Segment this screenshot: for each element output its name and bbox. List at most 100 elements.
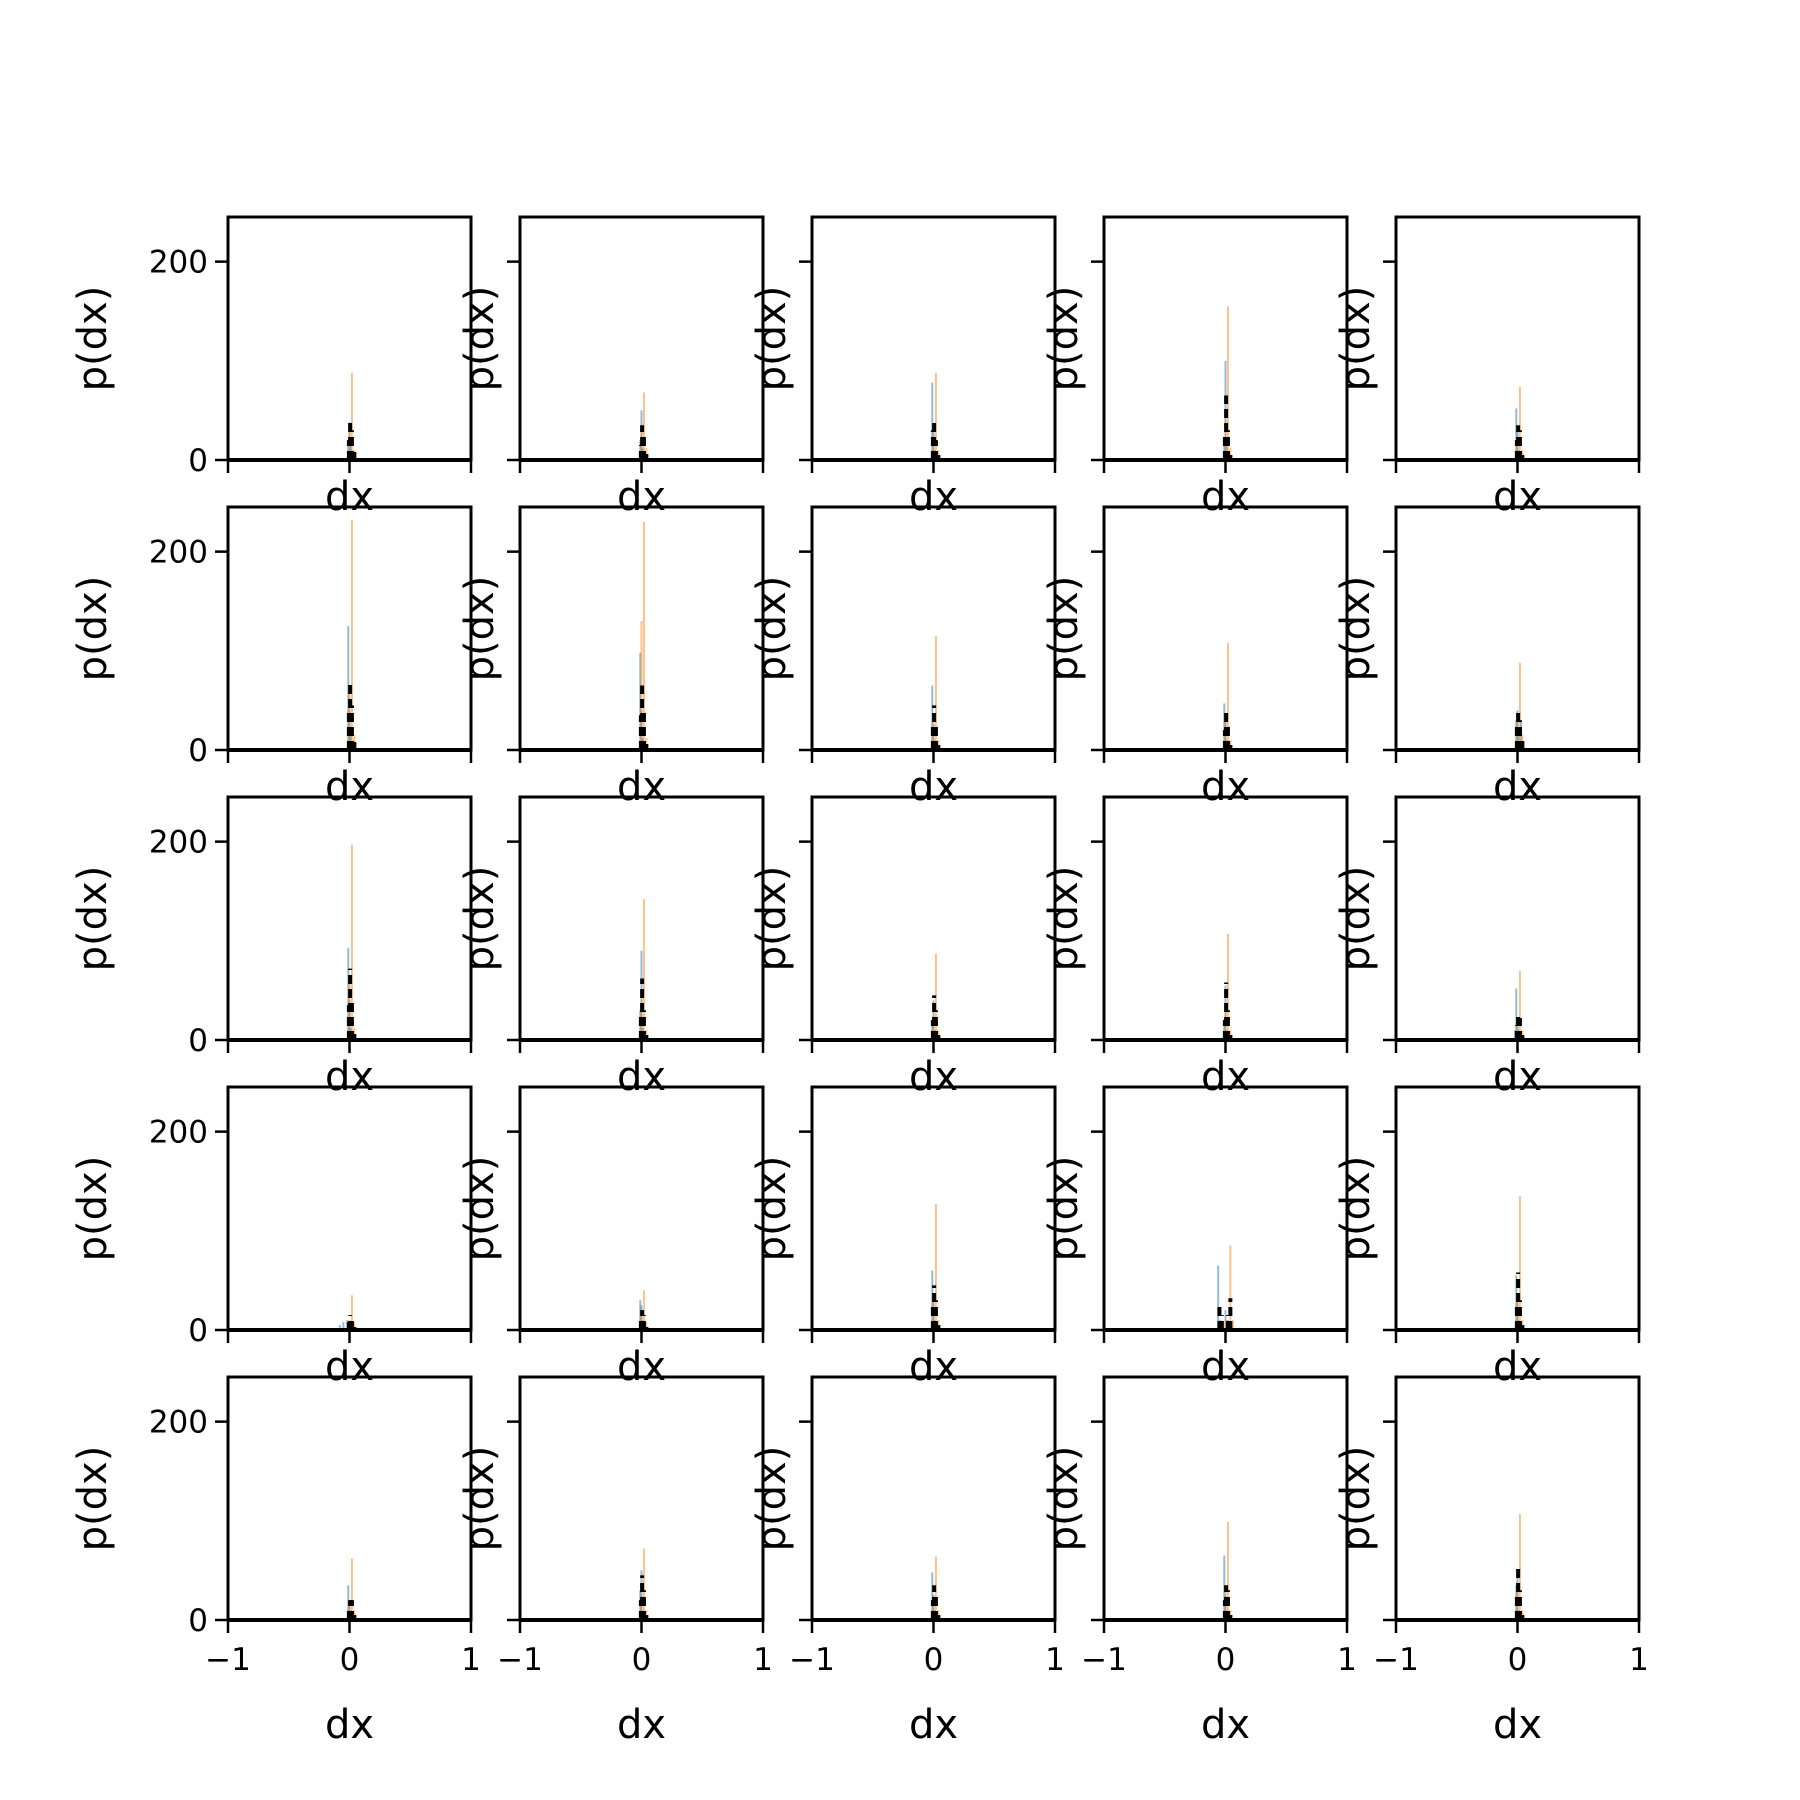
hist-bar-orange xyxy=(1516,1020,1519,1040)
subplot-r3-c4: dx p(dx) xyxy=(1333,1085,1641,1390)
y-tick-label: 200 xyxy=(149,1115,208,1151)
y-axis-label: p(dx) xyxy=(70,866,116,972)
hist-bar-orange xyxy=(932,435,935,460)
y-axis-label: p(dx) xyxy=(70,576,116,682)
hist-bar-orange xyxy=(1518,1196,1521,1330)
x-axis-label: dx xyxy=(325,764,374,810)
x-tick-label: −1 xyxy=(497,1642,543,1678)
subplot-r3-c1: dx p(dx) xyxy=(457,1085,765,1390)
y-axis-label: p(dx) xyxy=(457,1446,503,1552)
x-axis-label: dx xyxy=(1201,1054,1250,1100)
subplot-r0-c2: dx p(dx) xyxy=(749,215,1057,520)
y-axis-label: p(dx) xyxy=(70,1156,116,1262)
x-axis-label: dx xyxy=(617,1344,666,1390)
hist-bar-orange xyxy=(350,1295,353,1330)
subplot-r0-c3: dx p(dx) xyxy=(1041,215,1349,520)
y-axis-label: p(dx) xyxy=(70,286,116,392)
x-axis-label: dx xyxy=(1493,1344,1542,1390)
x-axis-label: dx xyxy=(909,1344,958,1390)
x-tick-label: 0 xyxy=(340,1642,360,1678)
hist-bar-blue xyxy=(931,382,934,460)
x-tick-label: 1 xyxy=(1045,1642,1065,1678)
hist-bar-orange xyxy=(350,519,353,750)
y-axis-label: p(dx) xyxy=(749,1446,795,1552)
subplot-r2-c4: dx p(dx) xyxy=(1333,795,1641,1100)
hist-bar-orange xyxy=(350,844,353,1040)
x-axis-label: dx xyxy=(1493,474,1542,520)
subplot-r0-c4: dx p(dx) xyxy=(1333,215,1641,520)
x-tick-label: 0 xyxy=(632,1642,652,1678)
y-tick-label: 200 xyxy=(149,1405,208,1441)
hist-bar-orange xyxy=(1226,306,1229,460)
x-axis-label: dx xyxy=(1201,1344,1250,1390)
y-axis-label: p(dx) xyxy=(749,1156,795,1262)
hist-bar-orange xyxy=(1229,740,1232,750)
subplot-r1-c1: dx p(dx) xyxy=(457,505,765,810)
y-axis-label: p(dx) xyxy=(457,286,503,392)
y-tick-label: 200 xyxy=(149,825,208,861)
subplot-r1-c0: dx 0 200 p(dx) xyxy=(70,505,473,810)
y-tick-label: 0 xyxy=(188,443,208,479)
hist-bar-orange xyxy=(1226,642,1229,750)
subplot-r3-c3: dx p(dx) xyxy=(1041,1085,1349,1390)
hist-bar-orange xyxy=(1226,1521,1229,1620)
hist-bar-orange xyxy=(934,1204,937,1330)
hist-bar-orange xyxy=(1226,933,1229,1040)
y-axis-label: p(dx) xyxy=(1041,1156,1087,1262)
x-tick-label: −1 xyxy=(789,1642,835,1678)
y-axis-label: p(dx) xyxy=(749,286,795,392)
x-axis-label: dx xyxy=(617,474,666,520)
y-axis-label: p(dx) xyxy=(457,866,503,972)
x-axis-label: dx xyxy=(1201,474,1250,520)
hist-bar-orange xyxy=(640,1595,643,1620)
hist-bar-blue xyxy=(1515,1275,1518,1330)
hist-bar-orange xyxy=(1518,970,1521,1040)
y-axis-label: p(dx) xyxy=(1333,576,1379,682)
hist-bar-blue xyxy=(1223,1020,1226,1040)
hist-bar-orange xyxy=(1229,448,1232,460)
hist-bar-orange xyxy=(350,372,353,460)
x-axis-label: dx xyxy=(617,764,666,810)
x-axis-label: dx xyxy=(1493,1054,1542,1100)
subplot-r1-c2: dx p(dx) xyxy=(749,505,1057,810)
x-axis-label: dx xyxy=(325,1054,374,1100)
subplot-r1-c3: dx p(dx) xyxy=(1041,505,1349,810)
x-tick-label: 1 xyxy=(1337,1642,1357,1678)
hist-bar-orange xyxy=(642,899,645,1040)
hist-bar-orange xyxy=(642,521,645,750)
y-axis-label: p(dx) xyxy=(1333,1446,1379,1552)
x-axis-label: dx xyxy=(325,1344,374,1390)
y-tick-label: 0 xyxy=(188,1603,208,1639)
y-axis-label: p(dx) xyxy=(457,1156,503,1262)
hist-bar-orange xyxy=(645,1322,648,1330)
hist-bar-blue xyxy=(1223,703,1226,750)
subplot-r3-c0: dx 0 200 p(dx) xyxy=(70,1085,473,1390)
subplot-r2-c1: dx p(dx) xyxy=(457,795,765,1100)
subplot-r2-c0: dx 0 200 p(dx) xyxy=(70,795,473,1100)
x-axis-label: dx xyxy=(909,764,958,810)
x-axis-label: dx xyxy=(909,1054,958,1100)
hist-bar-orange xyxy=(1518,662,1521,750)
x-axis-label: dx xyxy=(1493,1702,1542,1748)
x-axis-label: dx xyxy=(1493,764,1542,810)
y-axis-label: p(dx) xyxy=(1333,866,1379,972)
y-axis-label: p(dx) xyxy=(457,576,503,682)
hist-bar-orange xyxy=(350,1558,353,1620)
hist-bar-orange xyxy=(1231,1320,1234,1330)
x-axis-label: dx xyxy=(617,1702,666,1748)
hist-bar-blue xyxy=(342,1322,345,1330)
hist-bar-blue xyxy=(338,1325,341,1330)
hist-bar-blue xyxy=(1223,440,1226,460)
y-tick-label: 200 xyxy=(149,535,208,571)
subplot-r4-c3: −1 0 1 dx p(dx) xyxy=(1041,1375,1357,1748)
x-axis-label: dx xyxy=(617,1054,666,1100)
hist-bar-orange xyxy=(1224,722,1227,750)
y-axis-label: p(dx) xyxy=(1041,286,1087,392)
hist-bar-orange xyxy=(932,1015,935,1040)
hist-bar-orange xyxy=(348,1600,351,1620)
x-axis-label: dx xyxy=(1201,1702,1250,1748)
y-axis-label: p(dx) xyxy=(1041,866,1087,972)
hist-bar-orange xyxy=(932,1595,935,1620)
